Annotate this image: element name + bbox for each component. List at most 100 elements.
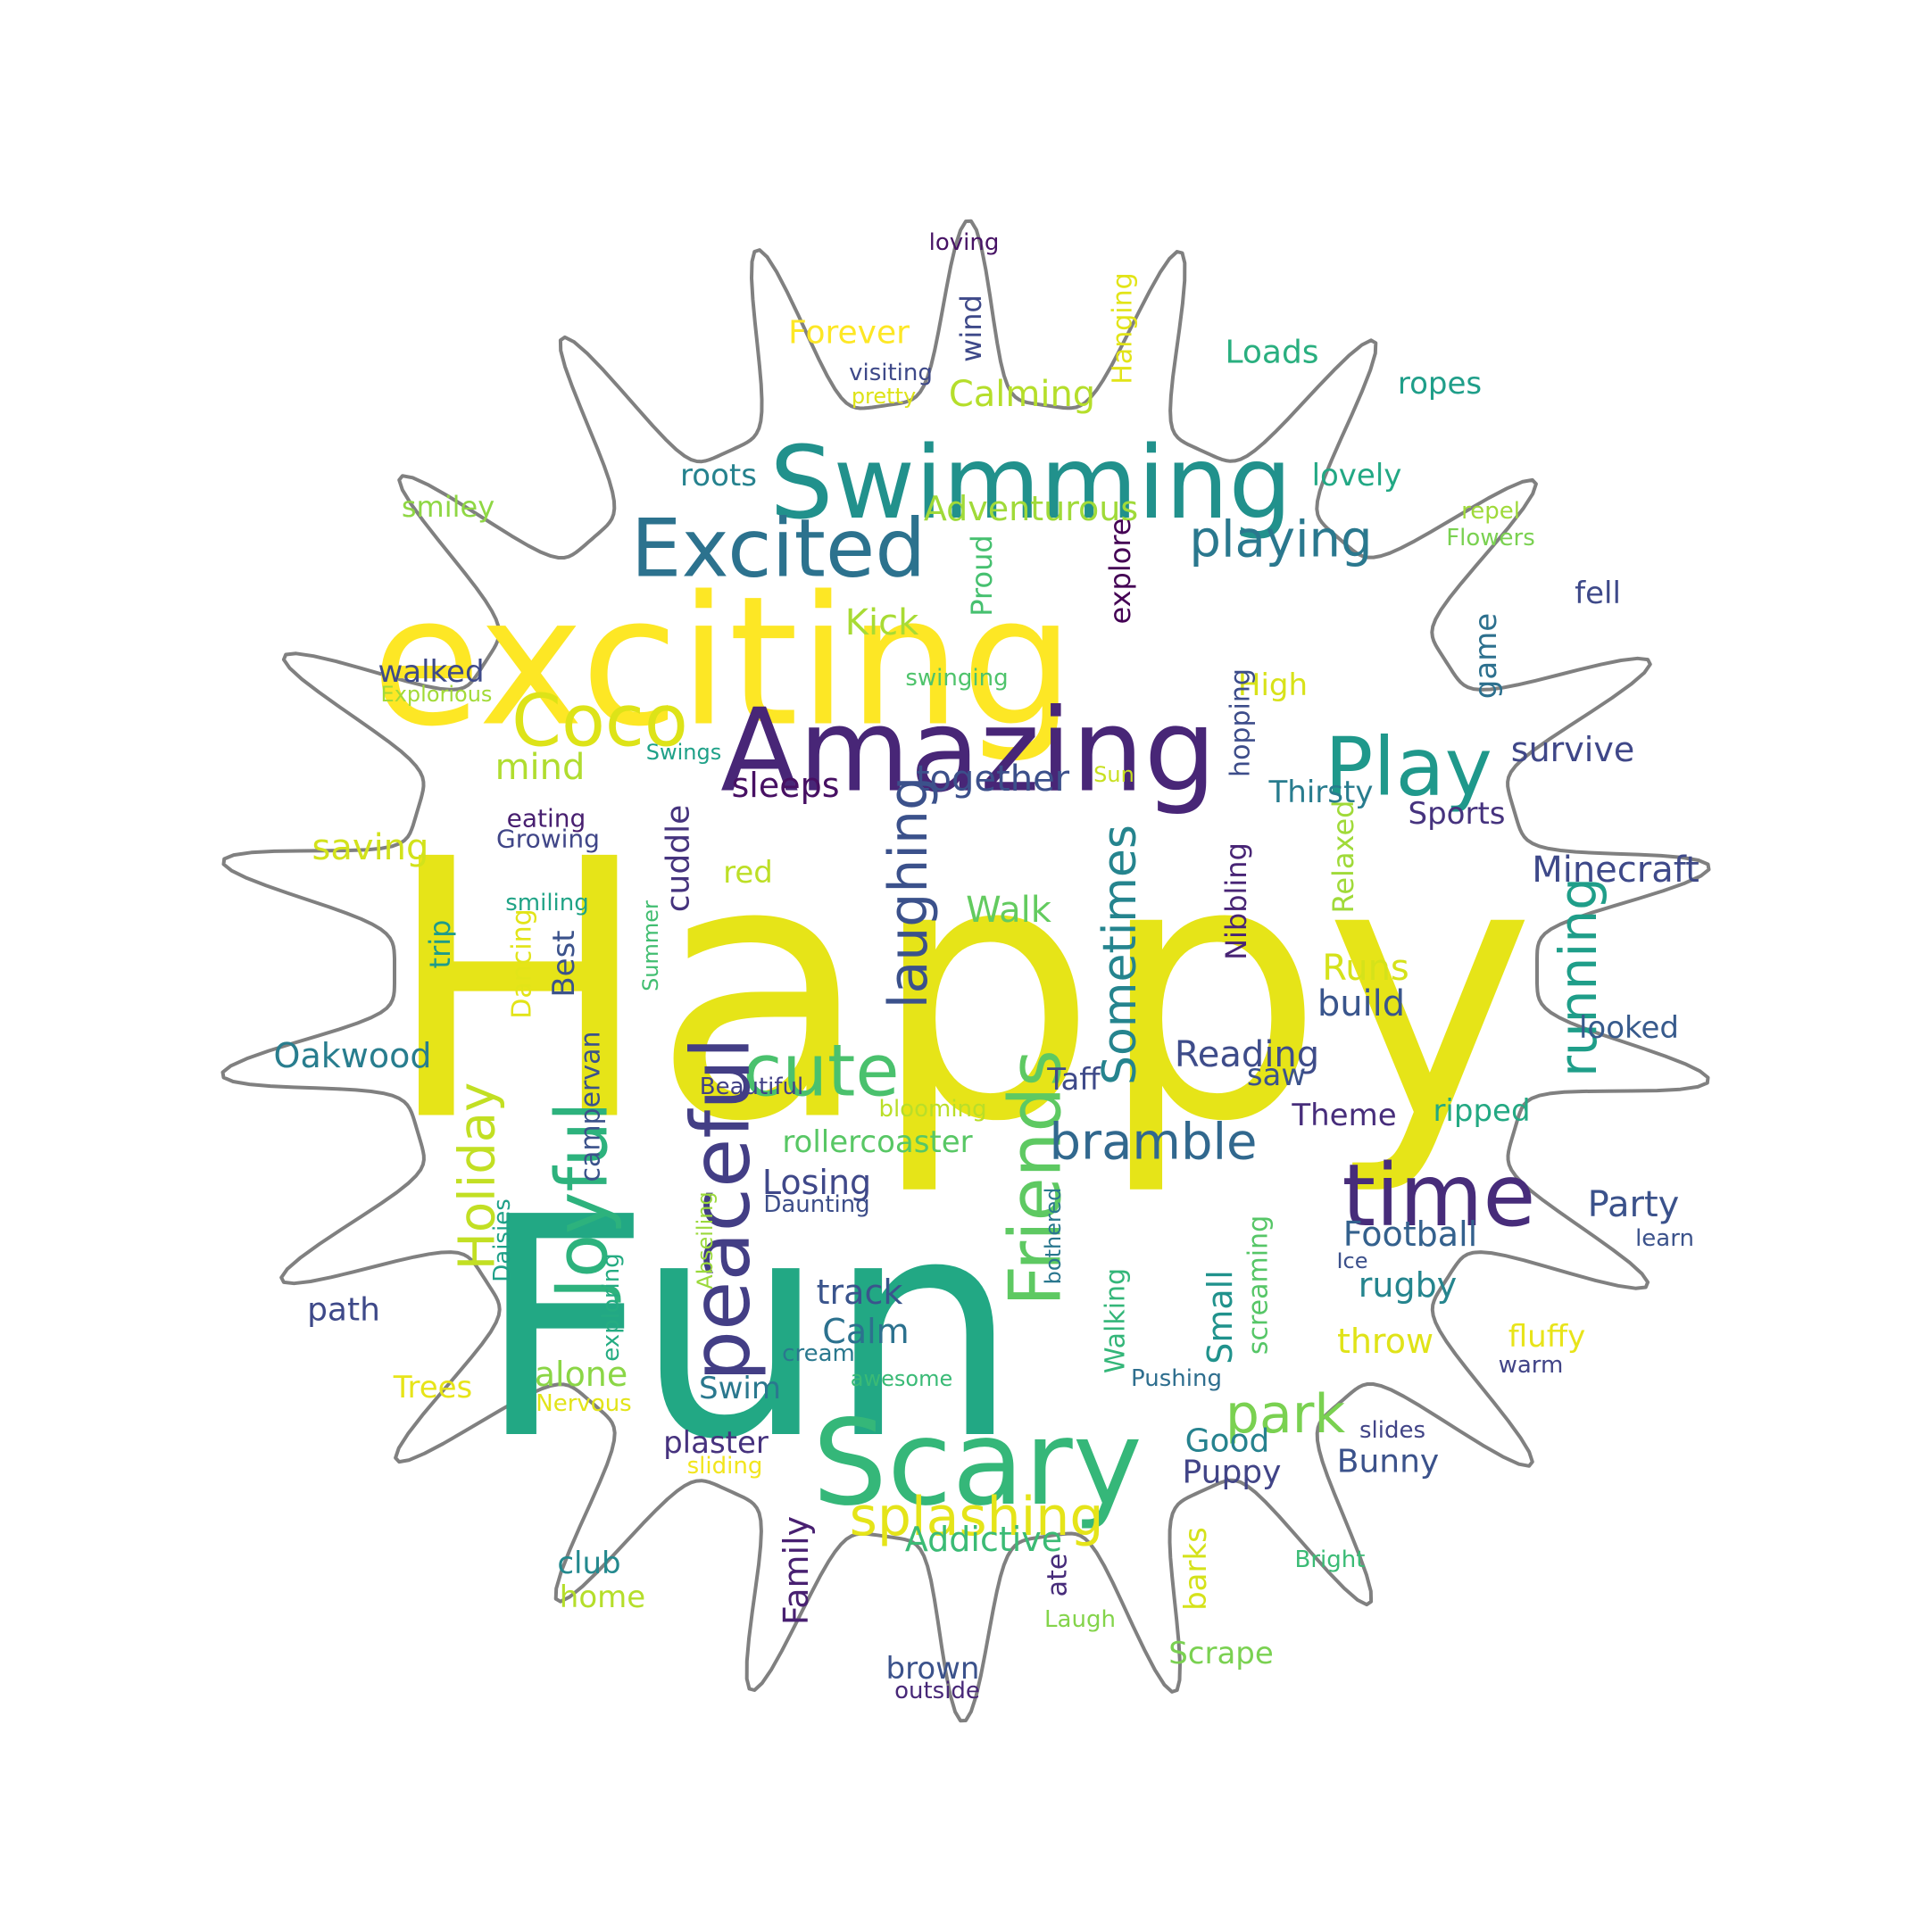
- word-slides: slides: [1359, 1417, 1425, 1444]
- word-amazing: Amazing: [720, 685, 1217, 818]
- word-excited: Excited: [631, 502, 927, 596]
- word-park: park: [1226, 1383, 1346, 1446]
- word-growing: Growing: [496, 825, 600, 854]
- word-game: game: [1468, 613, 1504, 699]
- word-swimming: Swimming: [769, 426, 1292, 542]
- word-cute: cute: [743, 1030, 899, 1113]
- word-flowers: Flowers: [1446, 525, 1535, 551]
- word-family: Family: [777, 1516, 816, 1625]
- word-football: Football: [1343, 1215, 1477, 1254]
- word-cuddle: cuddle: [661, 805, 697, 912]
- word-thirsty: Thirsty: [1268, 775, 1374, 810]
- word-swings: Swings: [646, 740, 721, 765]
- word-bunny: Bunny: [1337, 1444, 1439, 1480]
- word-lovely: lovely: [1312, 458, 1402, 493]
- word-daunting: Daunting: [763, 1191, 869, 1218]
- word-pretty: pretty: [852, 384, 916, 409]
- word-holiday: Holiday: [449, 1082, 507, 1271]
- word-awesome: awesome: [851, 1366, 952, 1391]
- word-plaster: plaster: [663, 1425, 769, 1461]
- word-swim: Swim: [699, 1371, 781, 1406]
- word-track: track: [817, 1273, 903, 1312]
- word-nervous: Nervous: [536, 1390, 631, 1417]
- word-ate: ate: [1043, 1554, 1074, 1597]
- word-explorious: Explorious: [381, 682, 493, 707]
- word-calming: Calming: [949, 374, 1095, 415]
- word-calm: Calm: [822, 1312, 909, 1351]
- word-throw: throw: [1337, 1322, 1434, 1361]
- word-trees: Trees: [393, 1370, 473, 1405]
- word-repel: repel: [1461, 498, 1520, 525]
- word-proud: Proud: [965, 535, 999, 616]
- word-time: time: [1342, 1146, 1536, 1246]
- word-dancing: Dancing: [507, 908, 538, 1018]
- word-kick: Kick: [845, 602, 919, 643]
- word-ice: Ice: [1336, 1248, 1367, 1273]
- word-taff: Taff: [1046, 1062, 1101, 1098]
- word-coco: Coco: [511, 680, 688, 763]
- word-sleeps: sleeps: [731, 766, 839, 805]
- word-minecraft: Minecraft: [1532, 850, 1699, 891]
- word-theme: Theme: [1291, 1098, 1396, 1133]
- word-fun: Fun: [477, 1153, 1019, 1506]
- word-explore: explore: [1103, 518, 1137, 625]
- word-good: Good: [1185, 1423, 1270, 1460]
- word-path: path: [307, 1292, 380, 1329]
- word-walking: Walking: [1101, 1268, 1132, 1373]
- word-small: Small: [1201, 1270, 1240, 1364]
- word-running: running: [1548, 877, 1608, 1077]
- word-laugh: Laugh: [1044, 1606, 1116, 1633]
- word-pushing: Pushing: [1131, 1365, 1222, 1392]
- word-mind: mind: [495, 747, 586, 788]
- word-brown: brown: [886, 1651, 980, 1687]
- word-smiling: smiling: [505, 890, 589, 916]
- word-sometimes: Sometimes: [1093, 825, 1147, 1085]
- word-oakwood: Oakwood: [274, 1036, 432, 1075]
- word-fell: fell: [1575, 576, 1621, 611]
- word-play: Play: [1325, 721, 1492, 815]
- word-rollercoaster: rollercoaster: [782, 1124, 972, 1160]
- word-relaxed: Relaxed: [1326, 800, 1360, 914]
- word-rugby: rugby: [1359, 1265, 1457, 1305]
- word-barks: barks: [1178, 1527, 1214, 1611]
- word-high: High: [1238, 667, 1308, 703]
- word-hopping: hopping: [1226, 668, 1257, 777]
- word-adventurous: Adventurous: [924, 489, 1138, 528]
- word-fluffy: fluffy: [1508, 1319, 1586, 1355]
- word-bothered: bothered: [1041, 1188, 1066, 1285]
- word-peaceful: peaceful: [675, 1037, 769, 1381]
- word-trip: trip: [423, 920, 457, 969]
- word-happy: Happy: [384, 785, 1535, 1200]
- word-bramble: bramble: [1050, 1114, 1258, 1172]
- word-campervan: campervan: [576, 1031, 607, 1182]
- word-beautiful: Beautiful: [700, 1074, 804, 1100]
- word-walk: Walk: [966, 890, 1052, 931]
- word-abseiling: Abseiling: [693, 1191, 718, 1289]
- word-summer: Summer: [638, 900, 663, 991]
- word-scrape: Scrape: [1168, 1636, 1274, 1671]
- word-friends: Friends: [994, 1049, 1077, 1306]
- word-hanging: Hanging: [1108, 272, 1139, 384]
- word-nibbling: Nibbling: [1219, 842, 1253, 960]
- word-loads: Loads: [1225, 335, 1318, 371]
- word-sun: Sun: [1093, 762, 1134, 787]
- word-puppy: Puppy: [1183, 1455, 1282, 1491]
- word-warm: warm: [1499, 1352, 1564, 1379]
- word-together: together: [916, 759, 1070, 800]
- word-survive: survive: [1511, 730, 1634, 769]
- word-learn: learn: [1635, 1225, 1694, 1252]
- word-loving: loving: [929, 229, 1000, 256]
- word-smiley: smiley: [402, 490, 494, 524]
- word-laughing: laughing: [877, 776, 940, 1008]
- word-ropes: ropes: [1398, 366, 1482, 402]
- word-best: Best: [546, 930, 582, 997]
- word-playing: playing: [1189, 511, 1372, 569]
- word-cream: cream: [782, 1340, 855, 1367]
- word-reading: Reading: [1175, 1034, 1319, 1075]
- word-blooming: blooming: [878, 1096, 986, 1123]
- word-red: red: [723, 855, 773, 891]
- word-saving: saving: [312, 827, 429, 868]
